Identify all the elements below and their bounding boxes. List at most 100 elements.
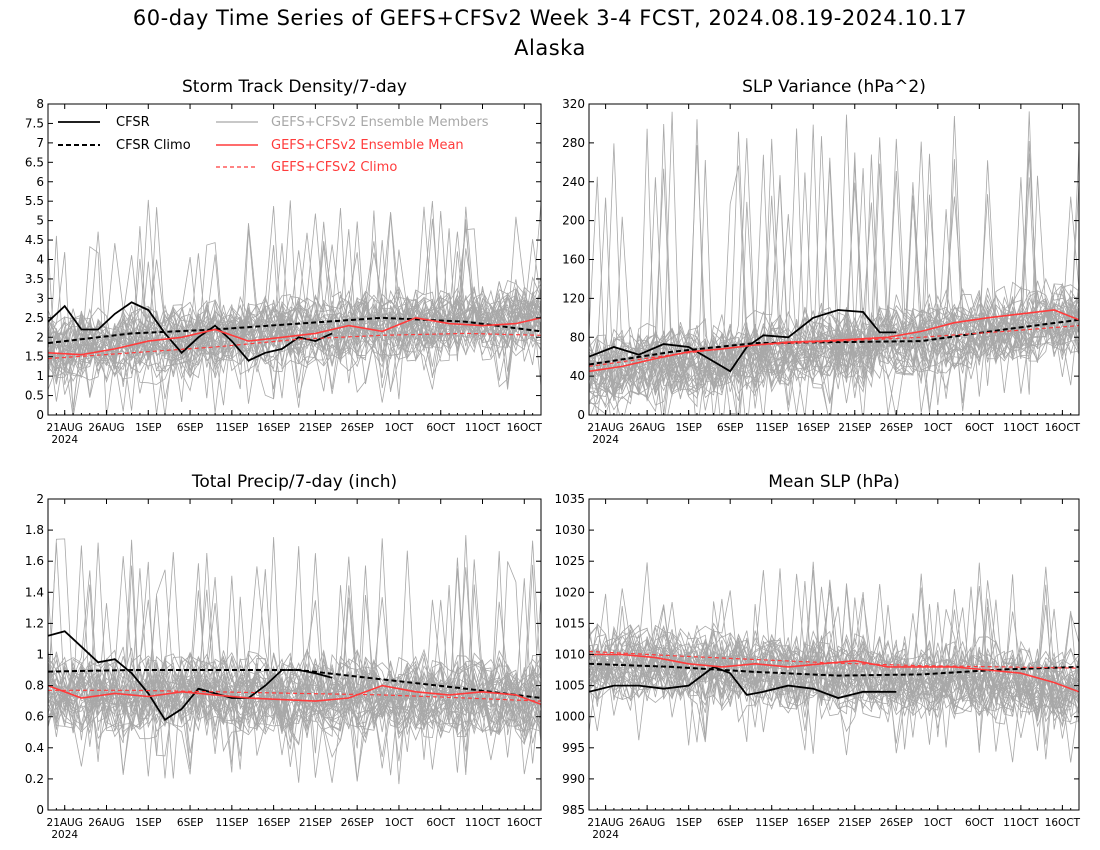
x-tick-label: 11OCT xyxy=(1003,422,1039,434)
x-tick-label: 16OCT xyxy=(507,817,543,829)
chart-panel-3: Total Precip/7-day (inch)00.20.40.60.811… xyxy=(25,472,543,841)
x-tick-label: 21SEP xyxy=(838,817,871,829)
x-tick-label: 21SEP xyxy=(299,422,332,434)
member-line xyxy=(48,566,541,714)
series-ens_mean xyxy=(48,684,541,706)
series-ens_mean xyxy=(589,309,1079,373)
member-line xyxy=(48,539,541,781)
x-tick-label: 11SEP xyxy=(755,817,788,829)
y-tick-label: 0.4 xyxy=(25,741,44,755)
x-tick-label: 11SEP xyxy=(215,422,248,434)
chart-panel-4: Mean SLP (hPa) 985 990 995 1000 1005 1010 1015 1… xyxy=(554,472,1080,841)
y-tick-label: 0.5 xyxy=(25,389,44,403)
y-tick-label: 4 xyxy=(36,253,44,267)
x-tick-label: 11OCT xyxy=(1003,817,1039,829)
member-line xyxy=(589,157,1079,396)
x-tick-label: 26SEP xyxy=(880,817,913,829)
y-tick-label: 240 xyxy=(562,175,585,189)
y-tick-label: 8 xyxy=(36,97,44,111)
series-ens_mean xyxy=(48,316,541,356)
legend-label-cfsr-climo: CFSR Climo xyxy=(116,138,191,153)
member-line xyxy=(589,640,1079,746)
x-tick-label: 1OCT xyxy=(923,422,952,434)
panel-title: Mean SLP (hPa) xyxy=(768,472,900,492)
x-tick-label: 6SEP xyxy=(177,817,203,829)
series-cfsr xyxy=(48,301,333,362)
x-year-label: 2024 xyxy=(592,434,619,446)
y-tick-label: 0.2 xyxy=(25,772,44,786)
x-tick-label: 6SEP xyxy=(717,817,743,829)
series-cfsr_climo xyxy=(589,318,1079,366)
x-tick-label: 1SEP xyxy=(676,422,702,434)
member-line xyxy=(48,561,541,779)
x-tick-label: 6OCT xyxy=(965,817,994,829)
member-line xyxy=(589,138,1079,415)
y-tick-label: 5.5 xyxy=(25,194,44,208)
y-tick-label: 1030 xyxy=(554,523,585,537)
y-tick-label: 80 xyxy=(570,330,585,344)
y-tick-label: 2.5 xyxy=(25,311,44,325)
x-tick-label: 16SEP xyxy=(257,817,290,829)
y-tick-label: 1010 xyxy=(554,648,585,662)
member-line xyxy=(589,598,1079,738)
y-tick-label: 0.6 xyxy=(25,710,44,724)
member-line xyxy=(589,573,1079,741)
x-tick-label: 6OCT xyxy=(426,817,455,829)
x-tick-label: 1SEP xyxy=(135,422,161,434)
x-tick-label: 16OCT xyxy=(1045,422,1081,434)
y-tick-label: 990 xyxy=(562,772,585,786)
x-tick-label: 21SEP xyxy=(299,817,332,829)
x-tick-label: 21AUG xyxy=(47,422,83,434)
y-tick-label: 40 xyxy=(570,369,585,383)
series-ens_mean xyxy=(589,653,1079,693)
member-line xyxy=(48,228,541,400)
x-year-label: 2024 xyxy=(51,434,78,446)
y-tick-label: 995 xyxy=(562,741,585,755)
x-tick-label: 16OCT xyxy=(507,422,543,434)
y-tick-label: 2 xyxy=(36,492,44,506)
series-cfsr xyxy=(589,665,897,699)
member-line xyxy=(589,604,1079,717)
y-tick-label: 3.5 xyxy=(25,272,44,286)
y-tick-label: 1015 xyxy=(554,616,585,630)
y-tick-label: 0.8 xyxy=(25,679,44,693)
legend-label-gefs-climo: GEFS+CFSv2 Climo xyxy=(271,160,397,175)
region-subtitle: Alaska xyxy=(514,36,586,60)
member-line xyxy=(48,567,541,783)
legend-label-ens-mean: GEFS+CFSv2 Ensemble Mean xyxy=(271,138,464,153)
member-line xyxy=(48,210,541,415)
member-line xyxy=(48,210,541,400)
member-line xyxy=(589,606,1079,716)
member-line xyxy=(589,604,1079,763)
member-line xyxy=(589,586,1079,754)
panel-title: SLP Variance (hPa^2) xyxy=(742,77,926,97)
x-tick-label: 11OCT xyxy=(465,817,501,829)
member-line xyxy=(48,564,541,747)
y-tick-label: 0 xyxy=(36,803,44,817)
y-tick-label: 3 xyxy=(36,291,44,305)
y-tick-label: 1000 xyxy=(554,710,585,724)
x-tick-label: 6SEP xyxy=(177,422,203,434)
x-tick-label: 26AUG xyxy=(88,422,124,434)
x-tick-label: 21SEP xyxy=(838,422,871,434)
member-line xyxy=(589,562,1079,756)
y-tick-label: 200 xyxy=(562,214,585,228)
member-line xyxy=(589,570,1079,724)
chart-panel-2: SLP Variance (hPa^2) 0 40 80 120 160 200 240 280… xyxy=(562,77,1081,446)
y-tick-label: 1.2 xyxy=(25,616,44,630)
member-line xyxy=(48,252,541,395)
x-tick-label: 6SEP xyxy=(717,422,743,434)
y-tick-label: 985 xyxy=(562,803,585,817)
x-tick-label: 11SEP xyxy=(755,422,788,434)
member-line xyxy=(589,136,1079,406)
member-line xyxy=(48,211,541,351)
x-tick-label: 6OCT xyxy=(965,422,994,434)
x-tick-label: 26SEP xyxy=(341,422,374,434)
y-tick-label: 120 xyxy=(562,291,585,305)
x-tick-label: 6OCT xyxy=(426,422,455,434)
x-tick-label: 1OCT xyxy=(385,817,414,829)
x-tick-label: 11OCT xyxy=(465,422,501,434)
y-tick-label: 6 xyxy=(36,175,44,189)
x-tick-label: 1SEP xyxy=(676,817,702,829)
x-year-label: 2024 xyxy=(592,829,619,841)
